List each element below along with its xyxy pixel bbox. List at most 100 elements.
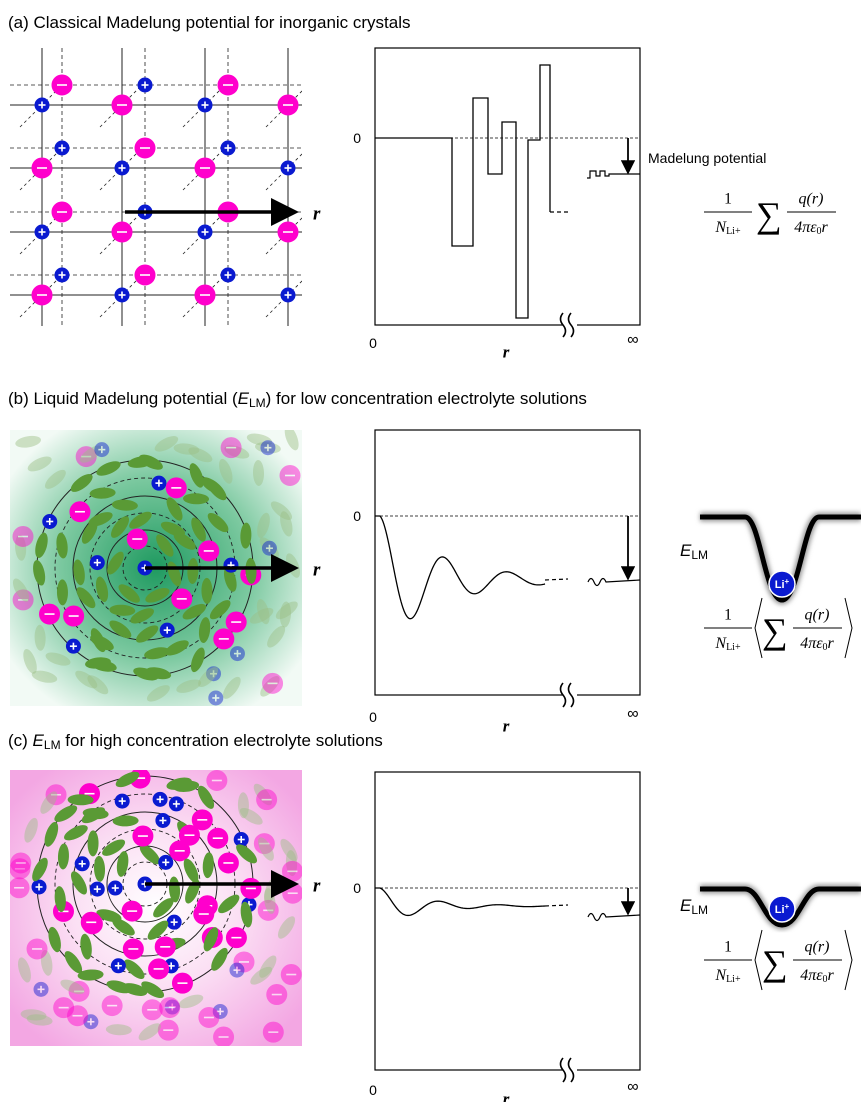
solvent-molecule [111,499,138,511]
solvent-molecule [146,685,170,702]
solvent-molecule [173,443,200,455]
solvent-molecule [203,927,219,952]
anion [26,938,48,960]
solvent-molecule [259,537,279,558]
li-symbol: Li [775,904,785,916]
x-axis-label: r [503,717,510,736]
ion-body [12,526,34,548]
solvent-molecule [275,601,298,620]
formula: 1 NLi+ ∑ q(r) 4πε0r [704,191,836,237]
solvent-molecule [124,959,145,980]
angle-bracket [844,597,853,659]
annotation: ELM [680,896,708,918]
term-numerator: q(r) [805,607,830,624]
denominator-symbol: N [714,635,727,652]
cation [114,793,130,809]
denominator: NLi+ [714,967,741,985]
anion [45,784,67,806]
anion [198,540,220,562]
r-label: r [313,204,321,225]
solvent-molecule [190,647,205,673]
illustration [10,770,302,1046]
anion [63,605,85,627]
anion [262,672,284,694]
solvent-molecule [280,511,293,537]
solvent-molecule [166,497,183,521]
solvent-molecule [207,479,227,501]
cation [208,690,224,706]
anion [220,437,242,459]
annotation-part: Madelung potential [648,150,766,166]
anion [253,833,275,855]
anion [134,264,156,286]
cation [83,1014,99,1030]
term-denominator-part: r [828,967,835,984]
solvent-molecule [32,857,48,882]
solvent-molecule [96,461,121,476]
solvent-molecule [173,532,196,550]
ion-body [45,784,67,806]
ion-body [212,1003,228,1019]
term-denominator: 4πε0r [800,967,834,985]
annotation: Madelung potential [648,150,766,166]
cation [229,646,245,662]
zero-label: 0 [353,130,361,146]
ion-body [164,999,180,1015]
solvent-molecule [64,825,88,841]
solvent-molecule [75,670,98,689]
anion [12,526,34,548]
solvent-molecule [178,994,204,1009]
infinity-label: ∞ [627,706,638,723]
solvent-molecule [44,821,59,847]
term-denominator-subscript: 0 [817,226,822,237]
solvent-molecule [255,442,281,454]
solvent-molecule [95,576,109,603]
cation [107,880,123,896]
x-axis-label: r [503,343,510,362]
cation [229,962,245,978]
ion-body [262,672,284,694]
title-part: LM [249,396,266,410]
illustration [10,48,302,326]
solvent-molecule [40,950,53,976]
solvent-molecule [106,980,132,994]
solvent-molecule [139,454,163,470]
infinity-label: ∞ [627,1079,638,1096]
solvent-molecule [260,676,280,697]
anion [225,611,247,633]
cation [197,97,213,113]
cation [151,475,167,491]
solvent-molecule [237,792,249,819]
solvent-molecule [223,566,237,592]
solvent-molecule [218,894,240,914]
solvent-molecule [26,1014,53,1026]
solvent-molecule [40,791,58,814]
ion-body [253,833,275,855]
anion [31,157,53,179]
solvent-molecule [270,501,293,521]
sum-symbol: ∑ [762,611,788,651]
solvent-molecule [111,516,130,538]
solvent-molecule [18,957,31,983]
ion-body [208,690,224,706]
solvent-molecule [141,981,165,999]
cation [42,513,58,529]
solvent-molecule [115,771,140,788]
solvent-molecule [102,839,126,856]
denominator: NLi+ [714,635,741,653]
solvent-molecule [87,675,109,695]
solvent-molecule [176,679,202,693]
anion [53,997,75,1019]
title-part: (c) [8,731,33,750]
anion [75,446,97,468]
cation [114,160,130,176]
solvent-molecule [90,628,106,653]
anion [207,827,229,849]
solvent-molecule [105,1024,132,1036]
denominator-symbol: N [714,967,727,984]
ion-body [159,997,181,1019]
solvent-molecule [279,601,292,628]
potential-curve [375,515,546,620]
solvent-molecule [56,579,68,606]
